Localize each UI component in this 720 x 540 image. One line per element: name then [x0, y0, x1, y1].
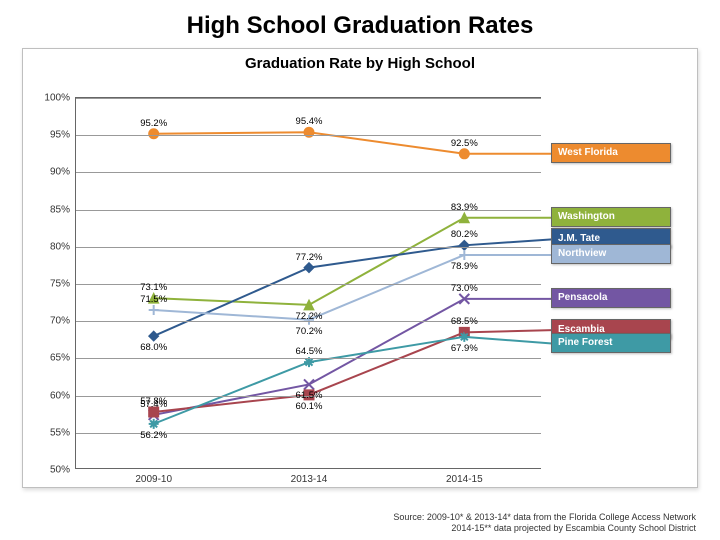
y-tick-label: 80% — [50, 241, 76, 252]
marker — [149, 129, 159, 139]
gridline — [76, 172, 541, 173]
data-label: 68.0% — [140, 342, 167, 353]
gridline — [76, 247, 541, 248]
data-label: 57.8% — [140, 396, 167, 407]
source-text: Source: 2009-10* & 2013-14* data from th… — [393, 512, 696, 535]
x-tick-label: 2014-15 — [446, 468, 483, 485]
gridline — [76, 98, 541, 99]
data-label: 64.5% — [296, 346, 323, 357]
y-tick-label: 100% — [44, 93, 76, 104]
marker — [149, 419, 159, 429]
y-tick-label: 50% — [50, 465, 76, 476]
y-tick-label: 65% — [50, 353, 76, 364]
data-label: 77.2% — [296, 252, 323, 263]
legend-connector — [464, 330, 552, 332]
data-label: 92.5% — [451, 138, 478, 149]
data-label: 71.5% — [140, 294, 167, 305]
source-line-1: Source: 2009-10* & 2013-14* data from th… — [393, 512, 696, 523]
legend-item-pine-forest: Pine Forest — [551, 333, 671, 353]
y-tick-label: 75% — [50, 279, 76, 290]
x-tick-label: 2013-14 — [291, 468, 328, 485]
chart-title: Graduation Rate by High School — [23, 49, 697, 72]
page-title: High School Graduation Rates — [0, 0, 720, 40]
data-label: 60.1% — [296, 401, 323, 412]
legend-item-pensacola: Pensacola — [551, 288, 671, 308]
y-tick-label: 90% — [50, 167, 76, 178]
marker — [149, 331, 159, 341]
legend-item-washington: Washington — [551, 207, 671, 227]
legend-item-west-florida: West Florida — [551, 143, 671, 163]
data-label: 73.0% — [451, 283, 478, 294]
gridline — [76, 358, 541, 359]
data-label: 80.2% — [451, 229, 478, 240]
y-tick-label: 95% — [50, 130, 76, 141]
marker — [304, 263, 314, 273]
marker — [149, 305, 159, 315]
data-label: 56.2% — [140, 430, 167, 441]
y-tick-label: 85% — [50, 204, 76, 215]
y-tick-label: 55% — [50, 427, 76, 438]
y-tick-label: 60% — [50, 390, 76, 401]
data-label: 95.4% — [296, 116, 323, 127]
data-label: 70.2% — [296, 326, 323, 337]
y-tick-label: 70% — [50, 316, 76, 327]
chart-container: Graduation Rate by High School 50%55%60%… — [22, 48, 698, 488]
legend-item-northview: Northview — [551, 244, 671, 264]
plot-area: 50%55%60%65%70%75%80%85%90%95%100%2009-1… — [75, 97, 541, 469]
data-label: 72.2% — [296, 311, 323, 322]
gridline — [76, 135, 541, 136]
data-label: 78.9% — [451, 261, 478, 272]
data-label: 68.5% — [451, 316, 478, 327]
source-line-2: 2014-15** data projected by Escambia Cou… — [393, 523, 696, 534]
data-label: 83.9% — [451, 202, 478, 213]
data-label: 67.9% — [451, 343, 478, 354]
data-label: 61.5% — [296, 390, 323, 401]
data-label: 95.2% — [140, 118, 167, 129]
data-label: 73.1% — [140, 282, 167, 293]
legend: West FloridaWashingtonJ.M. TateNorthview… — [551, 97, 691, 469]
x-tick-label: 2009-10 — [135, 468, 172, 485]
